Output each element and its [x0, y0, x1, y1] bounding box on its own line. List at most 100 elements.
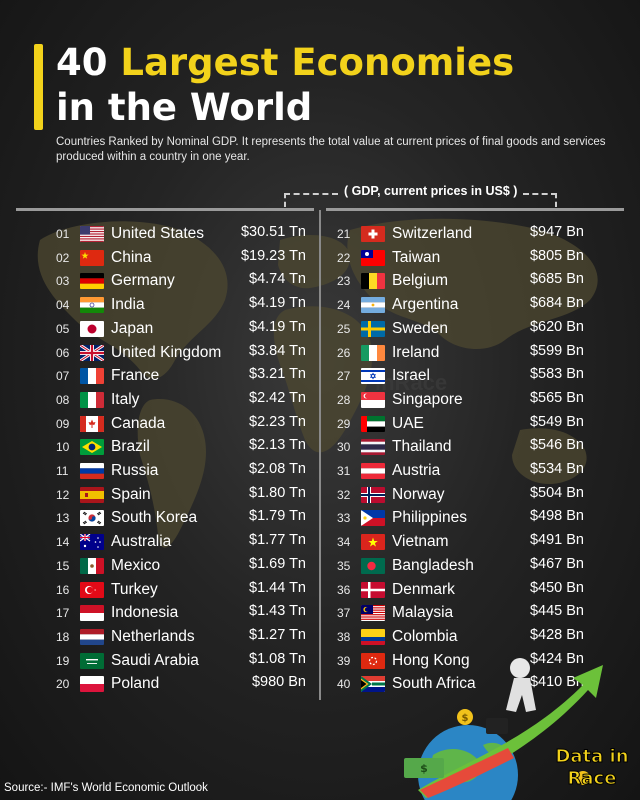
gdp-value: $1.08 Tn: [249, 650, 306, 667]
country-name: United Kingdom: [111, 343, 222, 361]
rank-number: 19: [56, 653, 70, 668]
gdp-value: $2.13 Tn: [249, 437, 306, 454]
rank-number: 31: [337, 464, 351, 478]
gdp-value: $684 Bn: [529, 295, 584, 312]
flag-ru-icon: [80, 463, 111, 479]
gdp-value: $2.08 Tn: [249, 461, 306, 477]
rank-number: 25: [337, 321, 351, 336]
gdp-value: $3.21 Tn: [249, 366, 306, 383]
flag-ch-icon: [361, 226, 392, 242]
country-name: Austria: [392, 462, 441, 479]
flag-il-icon: [361, 368, 392, 385]
rank-number: 29: [337, 416, 351, 431]
gdp-value: $467 Bn: [529, 555, 584, 572]
unit-bracket-left-drop: [284, 193, 286, 207]
flag-ie-icon: [361, 344, 392, 361]
table-row: 38 Colombia: [337, 626, 457, 648]
flag-in-icon: [80, 297, 111, 314]
rank-number: 15: [56, 558, 70, 573]
table-row: 09 Canada: [56, 413, 165, 435]
country-name: Poland: [111, 675, 160, 693]
briefcase: [486, 718, 508, 734]
gdp-value: $4.74 Tn: [249, 271, 306, 288]
country-name: South Korea: [111, 509, 198, 527]
rank-number: 24: [337, 298, 351, 313]
rank-number: 18: [56, 629, 70, 644]
country-name: Brazil: [111, 438, 150, 456]
title-number: 40: [56, 41, 108, 84]
country-name: Israel: [392, 367, 430, 385]
country-name: Italy: [111, 390, 140, 408]
country-name: Malaysia: [392, 604, 454, 622]
rank-number: 17: [56, 606, 70, 621]
table-row: 10 Brazil: [56, 436, 150, 458]
gdp-value: $685 Bn: [529, 271, 584, 288]
rank-number: 20: [56, 677, 70, 692]
coin-icon: [457, 709, 473, 725]
flag-my-icon: [361, 605, 392, 622]
table-row: 12 Spain: [56, 484, 151, 506]
rank-number: 39: [337, 653, 351, 668]
table-row: 18 Netherlands: [56, 626, 195, 648]
unit-bracket-right: [523, 193, 557, 195]
flag-au-icon: [80, 534, 111, 551]
country-name: South Africa: [392, 675, 476, 693]
table-row: 24 Argentina: [337, 294, 458, 316]
logo-line-2: Race: [568, 768, 617, 789]
flag-cn-icon: [80, 249, 111, 266]
flag-ar-icon: [361, 297, 392, 314]
table-row: 35 Bangladesh: [337, 555, 474, 577]
flag-gb-icon: [80, 344, 111, 361]
rank-number: 40: [337, 677, 351, 692]
table-row: 14 Australia: [56, 531, 171, 553]
table-row: 23 Belgium: [337, 270, 448, 292]
flag-es-icon: [80, 486, 111, 503]
gdp-value: $1.43 Tn: [249, 603, 306, 620]
flag-za-icon: [361, 676, 392, 693]
country-name: Netherlands: [111, 627, 195, 645]
gdp-value: $428 Bn: [529, 626, 584, 643]
gdp-value: $1.79 Tn: [249, 508, 306, 525]
subtitle: Countries Ranked by Nominal GDP. It repr…: [56, 136, 606, 163]
flag-tr-icon: [80, 581, 111, 598]
table-row: 27 Israel: [337, 365, 430, 387]
rank-number: 23: [337, 274, 351, 289]
rank-number: 36: [337, 582, 351, 597]
country-name: Russia: [111, 462, 159, 479]
rank-number: 22: [337, 250, 351, 265]
flag-sg-icon: [361, 391, 392, 408]
rank-number: 33: [337, 511, 351, 526]
rank-number: 05: [56, 321, 70, 336]
table-row: 17 Indonesia: [56, 602, 178, 624]
flag-nl-icon: [80, 628, 111, 645]
gdp-value: $410 Bn: [529, 674, 584, 691]
country-name: Thailand: [392, 438, 452, 456]
table-row: 20 Poland: [56, 673, 159, 695]
flag-no-icon: [361, 486, 392, 503]
country-name: United States: [111, 225, 205, 242]
gdp-value: $491 Bn: [529, 532, 584, 549]
flag-id-icon: [80, 605, 111, 622]
country-name: Saudi Arabia: [111, 651, 199, 669]
gdp-value: $583 Bn: [529, 366, 584, 383]
rank-number: 08: [56, 392, 70, 407]
country-name: Vietnam: [392, 533, 449, 551]
rank-number: 06: [56, 345, 70, 360]
svg-text:$: $: [462, 713, 469, 724]
flag-hk-icon: [361, 652, 392, 669]
table-row: 01 United States: [56, 223, 204, 245]
gdp-value: $19.23 Tn: [240, 247, 306, 264]
country-name: Switzerland: [392, 225, 473, 242]
gdp-value: $445 Bn: [529, 603, 584, 620]
country-name: Belgium: [392, 272, 448, 290]
flag-mx-icon: [80, 557, 111, 574]
rank-number: 34: [337, 535, 351, 550]
table-row: 07 France: [56, 365, 159, 387]
flag-ae-icon: [361, 415, 392, 432]
rank-number: 28: [337, 392, 351, 407]
country-name: Denmark: [392, 580, 455, 598]
table-row: 08 Italy: [56, 389, 139, 411]
table-row: 06 United Kingdom: [56, 342, 221, 364]
country-name: Mexico: [111, 556, 161, 574]
table-row: 19 Saudi Arabia: [56, 650, 199, 672]
